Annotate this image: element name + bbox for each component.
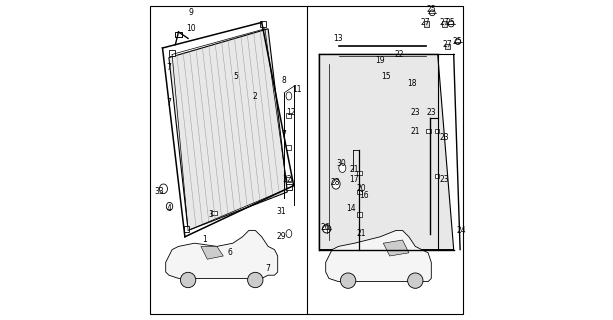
Text: 27: 27 xyxy=(420,18,430,27)
Text: 21: 21 xyxy=(411,127,420,136)
Circle shape xyxy=(448,21,454,27)
Circle shape xyxy=(408,273,423,288)
Text: 28: 28 xyxy=(330,178,340,187)
Text: 7: 7 xyxy=(167,63,172,72)
Text: 25: 25 xyxy=(446,18,455,27)
Text: 17: 17 xyxy=(349,175,359,184)
Text: 7: 7 xyxy=(281,130,286,139)
Text: 11: 11 xyxy=(292,85,302,94)
Polygon shape xyxy=(319,54,454,250)
Bar xyxy=(442,21,447,27)
Text: 9: 9 xyxy=(189,8,194,17)
Bar xyxy=(357,171,362,175)
Text: 29: 29 xyxy=(276,232,286,241)
Bar xyxy=(286,145,291,150)
Bar xyxy=(175,32,182,37)
Bar xyxy=(424,21,429,27)
Bar xyxy=(445,44,450,49)
Ellipse shape xyxy=(286,230,292,237)
Circle shape xyxy=(322,225,331,233)
Bar xyxy=(435,129,440,133)
Text: 4: 4 xyxy=(167,204,172,212)
Text: 25: 25 xyxy=(452,37,462,46)
Polygon shape xyxy=(169,29,287,230)
Ellipse shape xyxy=(221,251,229,255)
Bar xyxy=(210,211,217,215)
Text: 25: 25 xyxy=(427,5,436,14)
Circle shape xyxy=(180,272,196,288)
Text: 1: 1 xyxy=(202,236,207,244)
Bar xyxy=(169,50,175,56)
Text: 21: 21 xyxy=(350,165,359,174)
Text: 27: 27 xyxy=(440,18,449,27)
Bar xyxy=(427,129,431,133)
Text: 18: 18 xyxy=(408,79,417,88)
Text: 14: 14 xyxy=(346,204,356,212)
Polygon shape xyxy=(326,230,432,282)
Bar xyxy=(184,226,189,232)
Text: 7: 7 xyxy=(265,264,270,273)
Text: 23: 23 xyxy=(427,108,436,116)
Text: 19: 19 xyxy=(375,56,385,65)
Bar xyxy=(357,212,362,217)
Circle shape xyxy=(340,273,356,288)
Text: 26: 26 xyxy=(321,223,330,232)
Ellipse shape xyxy=(166,203,173,211)
Text: 23: 23 xyxy=(411,108,420,116)
Ellipse shape xyxy=(286,92,292,100)
Bar xyxy=(286,177,291,182)
Text: 3: 3 xyxy=(208,210,213,219)
Polygon shape xyxy=(201,246,223,259)
Text: 13: 13 xyxy=(333,34,343,43)
Bar xyxy=(435,174,440,178)
Text: 7: 7 xyxy=(167,98,172,107)
Text: 6: 6 xyxy=(227,248,232,257)
Text: 32: 32 xyxy=(283,175,292,184)
Text: 5: 5 xyxy=(234,72,238,81)
Text: 10: 10 xyxy=(186,24,196,33)
Text: 12: 12 xyxy=(286,108,295,116)
Text: 20: 20 xyxy=(356,184,366,193)
Text: 27: 27 xyxy=(443,40,452,49)
Polygon shape xyxy=(166,230,278,278)
Circle shape xyxy=(248,272,263,288)
Ellipse shape xyxy=(339,164,346,172)
Text: 33: 33 xyxy=(154,188,164,196)
Text: 31: 31 xyxy=(276,207,286,216)
Bar xyxy=(261,21,266,27)
Polygon shape xyxy=(383,240,409,256)
Text: 22: 22 xyxy=(395,50,404,59)
Ellipse shape xyxy=(332,179,340,189)
Text: 24: 24 xyxy=(457,226,466,235)
Ellipse shape xyxy=(159,184,167,194)
Bar xyxy=(286,113,291,118)
Circle shape xyxy=(429,10,435,16)
Text: 2: 2 xyxy=(253,92,257,100)
Text: 23: 23 xyxy=(440,133,449,142)
Text: 16: 16 xyxy=(359,191,369,200)
Text: 30: 30 xyxy=(337,159,346,168)
Bar xyxy=(357,190,362,194)
Text: 15: 15 xyxy=(382,72,391,81)
Text: 21: 21 xyxy=(356,229,365,238)
Circle shape xyxy=(455,39,461,44)
Bar xyxy=(286,184,292,190)
Text: 8: 8 xyxy=(282,76,286,84)
Text: 23: 23 xyxy=(440,175,449,184)
